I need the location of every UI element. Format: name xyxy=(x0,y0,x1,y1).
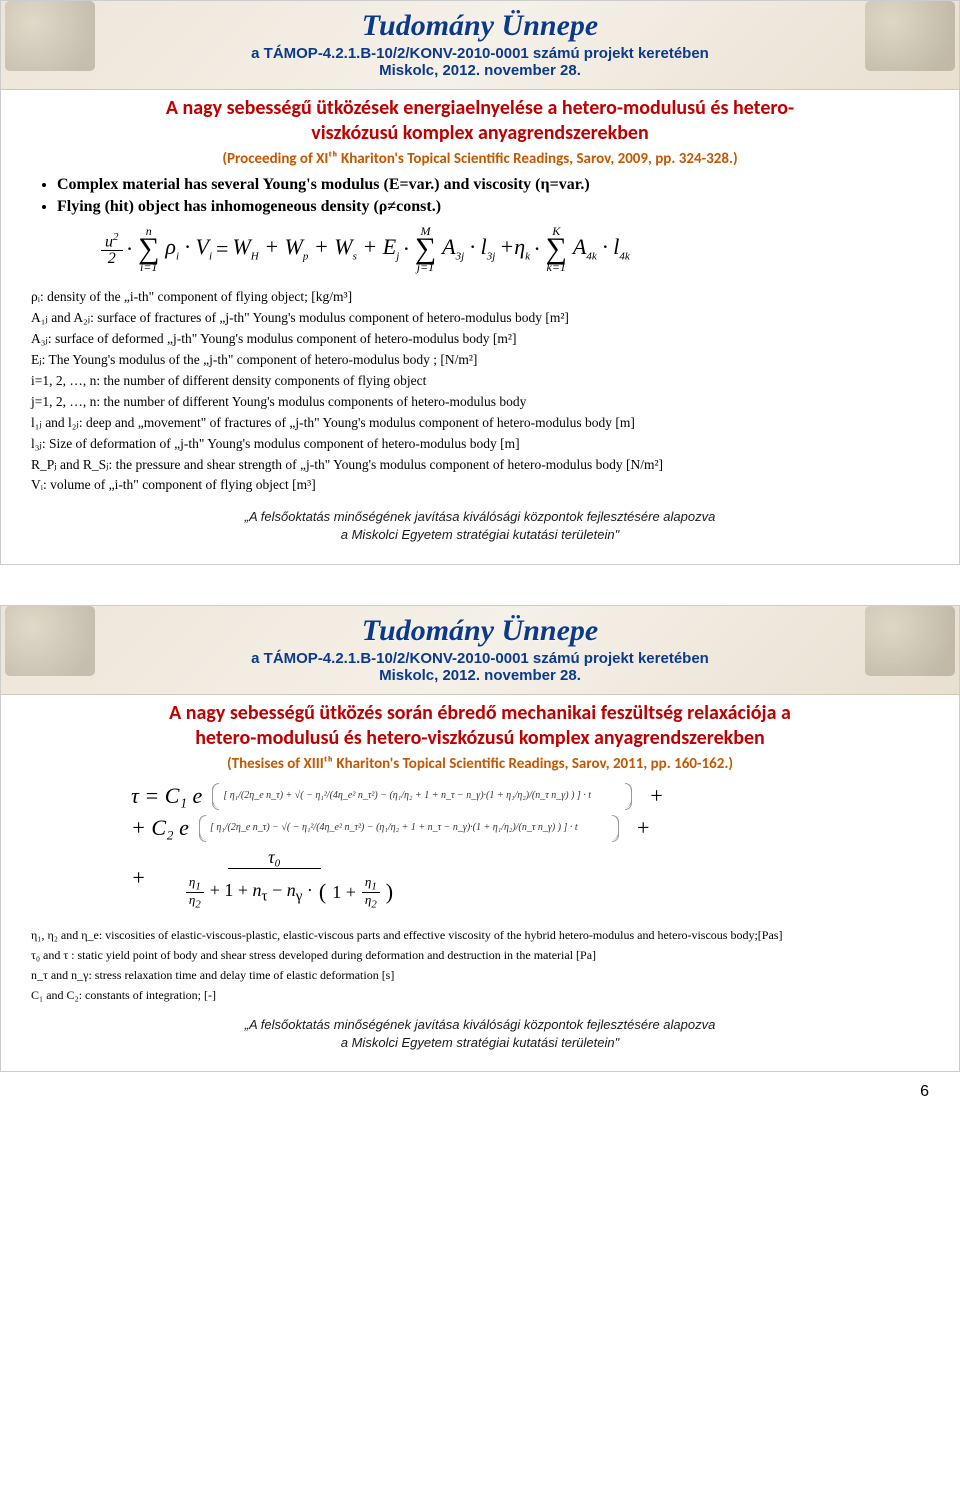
plus-sign: + xyxy=(637,815,649,841)
def-line: Vᵢ: volume of „i-th" component of flying… xyxy=(31,475,929,496)
def-line: Eⱼ: The Young's modulus of the „j-th" co… xyxy=(31,350,929,371)
section-title-line2: viszkózusú komplex anyagrendszerekben xyxy=(311,121,648,145)
def-line: R_Pⱼ and R_Sⱼ: the pressure and shear st… xyxy=(31,455,929,476)
def-line: n_τ and n_γ: stress relaxation time and … xyxy=(31,966,929,984)
definitions-list-2: η₁, η₂ and η_e: viscosities of elastic-v… xyxy=(1,926,959,1004)
def-line: ρᵢ: density of the „i-th" component of f… xyxy=(31,287,929,308)
footer-line1: „A felsőoktatás minőségének javítása kiv… xyxy=(245,509,716,524)
slide-header: Tudomány Ünnepe a TÁMOP-4.2.1.B-10/2/KON… xyxy=(1,1,959,90)
footer-quote: „A felsőoktatás minőségének javítása kiv… xyxy=(1,508,959,543)
section-title-line1: A nagy sebességű ütközések energiaelnyel… xyxy=(166,96,794,120)
slide1-content: A nagy sebességű ütközések energiaelnyel… xyxy=(1,90,959,287)
slide-1: Tudomány Ünnepe a TÁMOP-4.2.1.B-10/2/KON… xyxy=(0,0,960,565)
denominator-expr: η1η2 + 1 + nτ − nγ · ( 1 + η1η2 ) xyxy=(186,875,393,911)
subtitle-date: Miskolc, 2012. november 28. xyxy=(21,667,939,684)
exponent-block-1: [ η₁/(2η_e n_τ) + √( − η₁²/(4η_e² n_τ²) … xyxy=(212,783,632,808)
definitions-list: ρᵢ: density of the „i-th" component of f… xyxy=(1,287,959,496)
tau-equals-c1e: τ = C₁ e xyxy=(131,783,202,809)
footer-line1: „A felsőoktatás minőségének javítása kiv… xyxy=(245,1017,716,1032)
def-line: η₁, η₂ and η_e: viscosities of elastic-v… xyxy=(31,926,929,944)
def-line: C₁ and C₂: constants of integration; [-] xyxy=(31,986,929,1004)
section-title-line2: hetero-modulusú és hetero-viszkózusú kom… xyxy=(195,726,765,750)
main-title: Tudomány Ünnepe xyxy=(21,614,939,648)
footer-line2: a Miskolci Egyetem stratégiai kutatási t… xyxy=(341,1035,619,1050)
proceeding-ref: (Proceeding of XIᵗʰ Khariton's Topical S… xyxy=(31,150,929,168)
energy-formula: u22 · n∑i=1 ρi · Vi = WH + Wp + Ws + Ej … xyxy=(101,225,929,273)
footer-quote: „A felsőoktatás minőségének javítása kiv… xyxy=(1,1016,959,1051)
footer-line2: a Miskolci Egyetem stratégiai kutatási t… xyxy=(341,527,619,542)
subtitle-project: a TÁMOP-4.2.1.B-10/2/KONV-2010-0001 szám… xyxy=(21,45,939,62)
subtitle-date: Miskolc, 2012. november 28. xyxy=(21,62,939,79)
def-line: j=1, 2, …, n: the number of different Yo… xyxy=(31,392,929,413)
section-title-line1: A nagy sebességű ütközés során ébredő me… xyxy=(169,701,791,725)
def-line: l₁ⱼ and l₂ⱼ: deep and „movement" of frac… xyxy=(31,413,929,434)
slide2-content: A nagy sebességű ütközés során ébredő me… xyxy=(1,695,959,927)
bullet-list: Complex material has several Young's mod… xyxy=(31,174,929,217)
def-line: A₁ⱼ and A₂ⱼ: surface of fractures of „j-… xyxy=(31,308,929,329)
section-title: A nagy sebességű ütközések energiaelnyel… xyxy=(31,96,929,146)
relaxation-formula: τ = C₁ e [ η₁/(2η_e n_τ) + √( − η₁²/(4η_… xyxy=(131,783,831,911)
section-title: A nagy sebességű ütközés során ébredő me… xyxy=(31,701,929,751)
bullet-1: Complex material has several Young's mod… xyxy=(57,174,929,196)
page-number: 6 xyxy=(920,1083,929,1101)
plus-sign: + xyxy=(131,865,146,891)
def-line: l₃ⱼ: Size of deformation of „j-th" Young… xyxy=(31,434,929,455)
plus-sign: + xyxy=(650,783,662,809)
main-title: Tudomány Ünnepe xyxy=(21,9,939,43)
bullet-2: Flying (hit) object has inhomogeneous de… xyxy=(57,196,929,218)
slide-header: Tudomány Ünnepe a TÁMOP-4.2.1.B-10/2/KON… xyxy=(1,606,959,695)
plus-c2e: + C₂ e xyxy=(131,815,189,841)
slide-2: Tudomány Ünnepe a TÁMOP-4.2.1.B-10/2/KON… xyxy=(0,605,960,1073)
def-line: A₃ⱼ: surface of deformed „j-th" Young's … xyxy=(31,329,929,350)
exponent-block-2: [ η₁/(2η_e n_τ) − √( − η₁²/(4η_e² n_τ²) … xyxy=(199,815,619,840)
def-line: τ₀ and τ : static yield point of body an… xyxy=(31,946,929,964)
tau-zero: τ₀ xyxy=(268,847,281,867)
proceeding-ref: (Thesises of XIIIᵗʰ Khariton's Topical S… xyxy=(31,755,929,773)
def-line: i=1, 2, …, n: the number of different de… xyxy=(31,371,929,392)
subtitle-project: a TÁMOP-4.2.1.B-10/2/KONV-2010-0001 szám… xyxy=(21,650,939,667)
